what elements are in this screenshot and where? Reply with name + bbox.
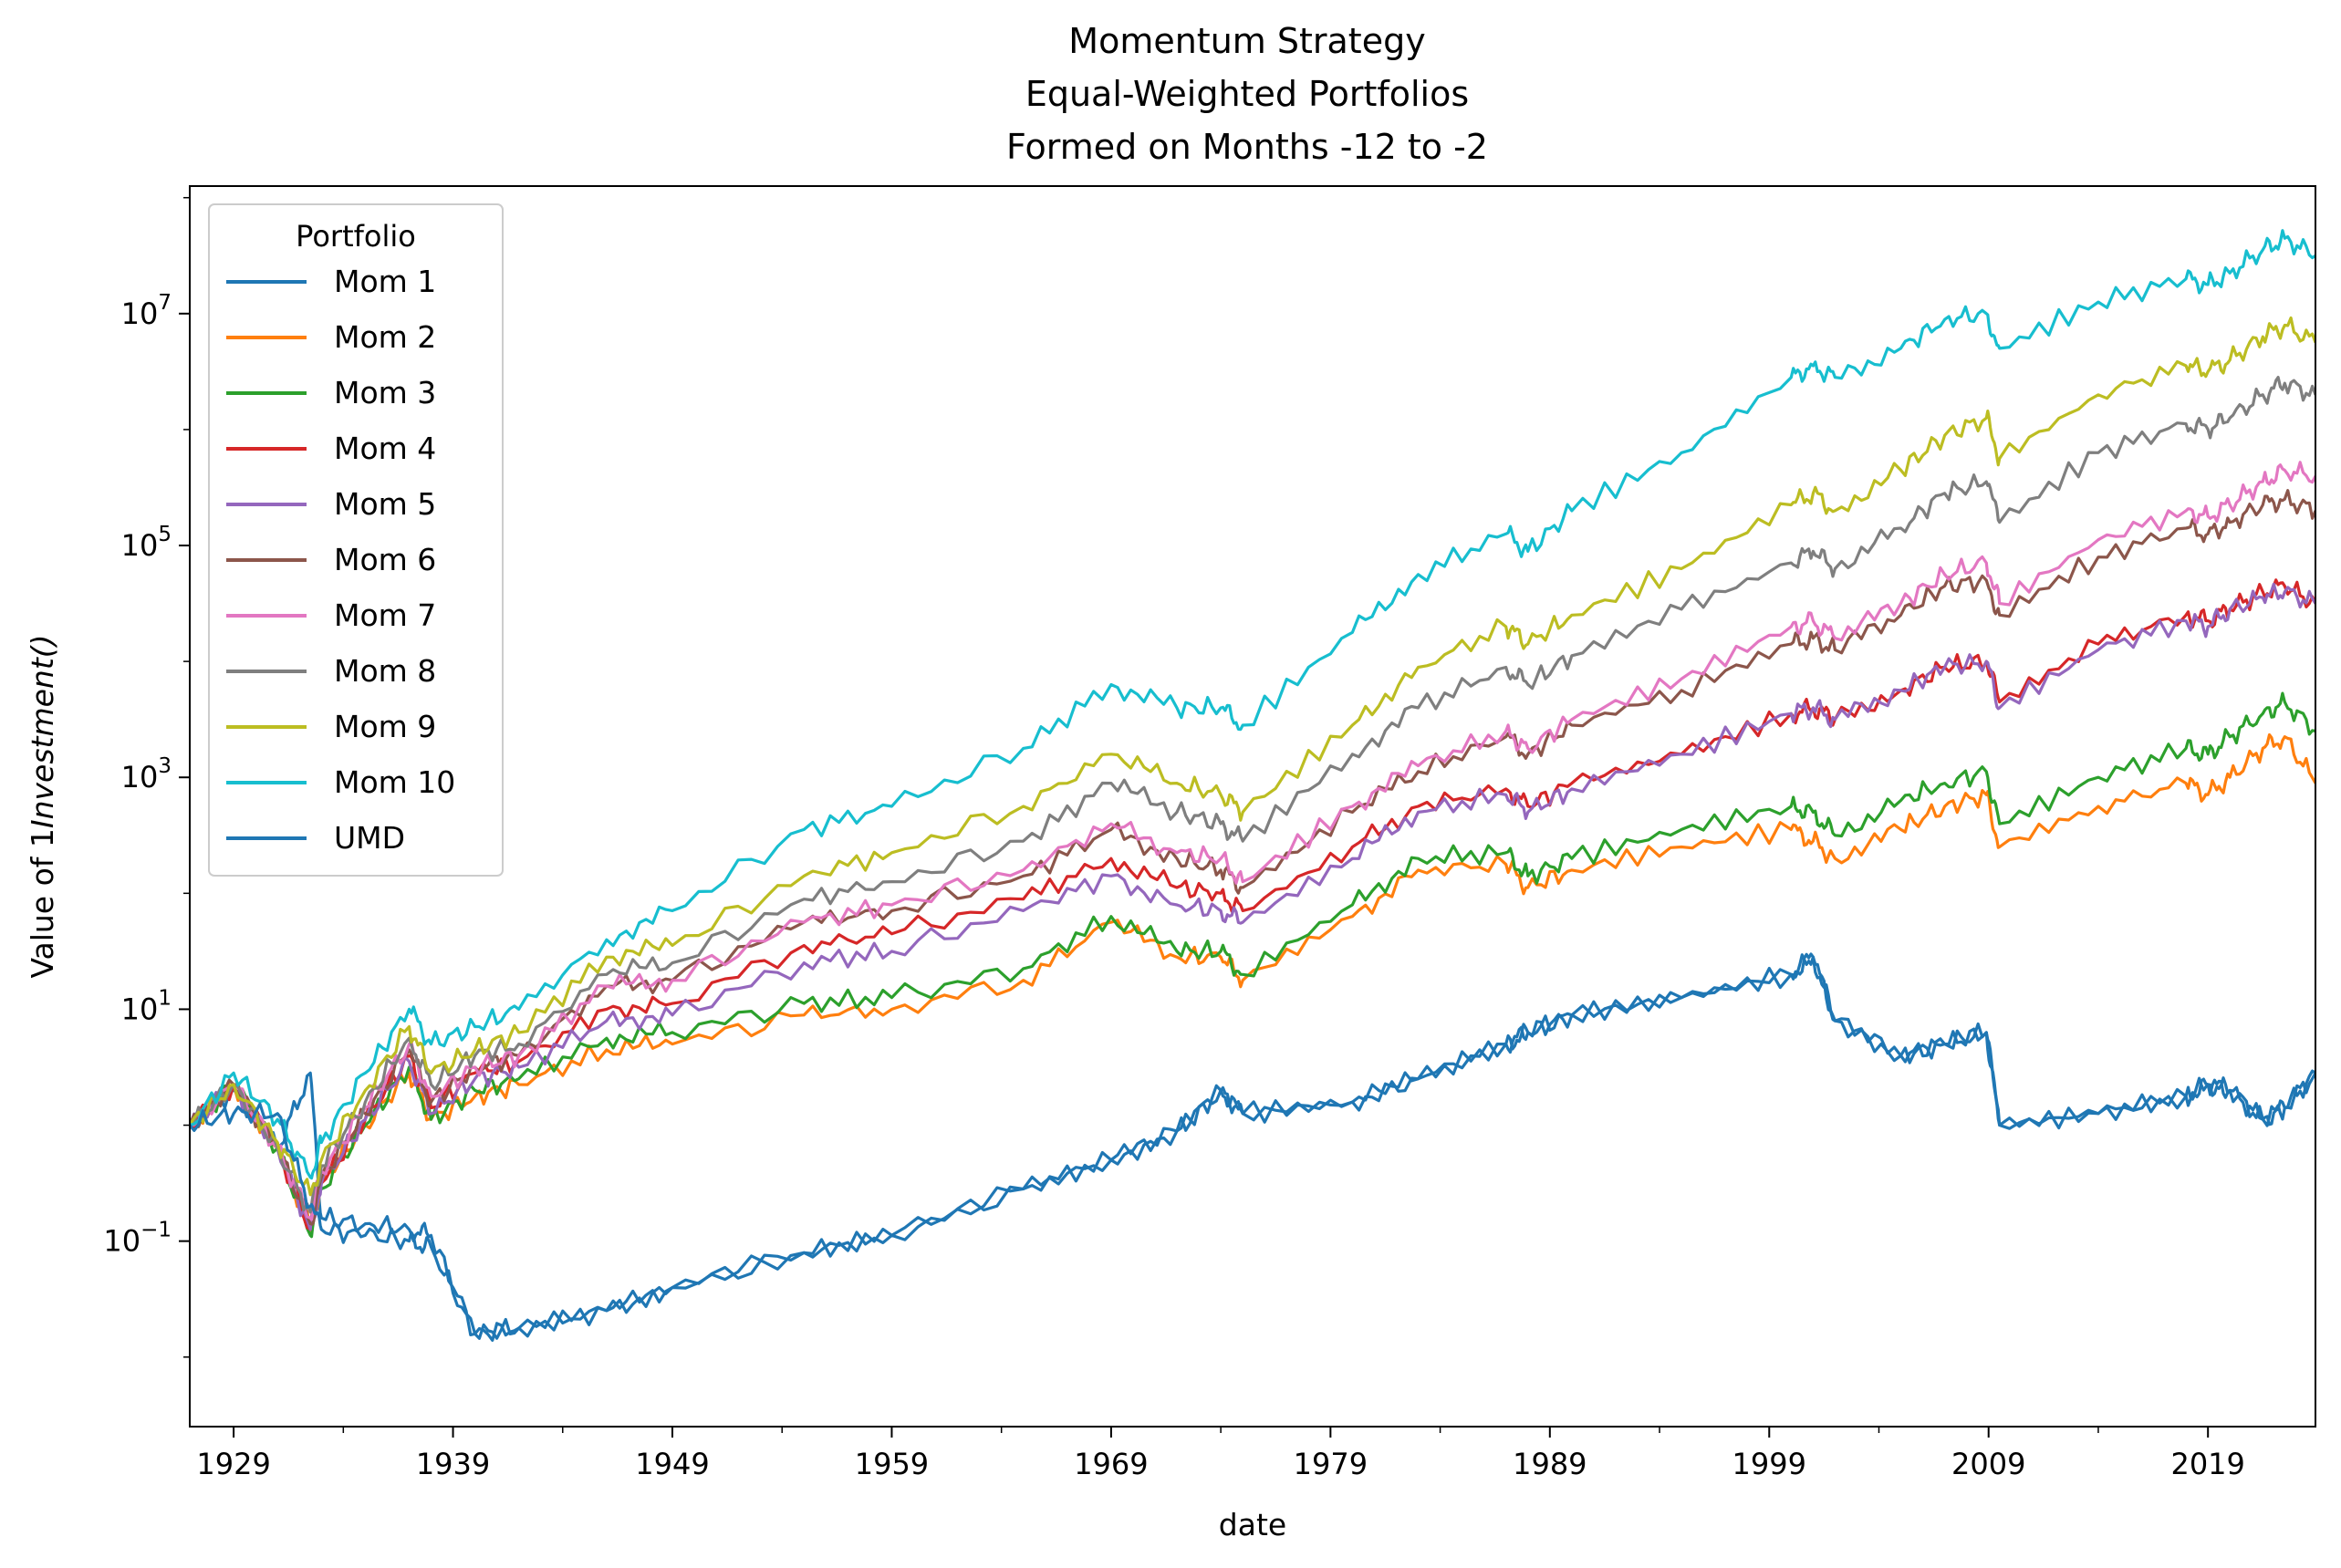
- y-tick-label: 105: [121, 523, 172, 563]
- x-tick-label: 1949: [635, 1447, 709, 1481]
- x-tick-label: 1939: [416, 1447, 490, 1481]
- chart-title-line-1: Momentum Strategy: [1068, 21, 1425, 61]
- series-line-mom-3: [190, 691, 2315, 1239]
- y-axis-label-part-2: Investment: [25, 657, 60, 828]
- y-tick-label: 101: [121, 986, 172, 1026]
- chart-title: Momentum Strategy Equal-Weighted Portfol…: [1006, 21, 1488, 167]
- x-tick-label: 1959: [855, 1447, 929, 1481]
- legend-label: Mom 5: [334, 486, 436, 522]
- series-layer: [190, 229, 2315, 1342]
- x-tick-label: 1999: [1732, 1447, 1806, 1481]
- legend-label: Mom 1: [334, 264, 436, 299]
- y-tick-label: 107: [121, 291, 172, 331]
- x-tick-label: 1989: [1513, 1447, 1587, 1481]
- legend-label: UMD: [334, 820, 405, 856]
- x-tick-label: 1969: [1074, 1447, 1148, 1481]
- chart-title-line-2: Equal-Weighted Portfolios: [1025, 74, 1469, 114]
- series-line-mom-9: [190, 316, 2315, 1197]
- chart-title-line-3: Formed on Months -12 to -2: [1006, 127, 1488, 167]
- series-line-mom-10: [190, 229, 2315, 1180]
- legend-box: [208, 203, 504, 877]
- series-line-umd: [190, 952, 2315, 1340]
- plot-frame: [189, 185, 2316, 1428]
- x-tick-label: 2009: [1951, 1447, 2025, 1481]
- legend: Portfolio Mom 1 Mom 2 Mom 3 Mom 4 Mom 5 Mom 6…: [208, 203, 504, 877]
- series-line-mom-4: [190, 578, 2315, 1231]
- x-tick-label: 1979: [1294, 1447, 1368, 1481]
- x-axis-label: date: [1219, 1507, 1286, 1542]
- x-tick-label: 1929: [196, 1447, 270, 1481]
- y-axis-label-part-3: (): [25, 634, 60, 658]
- legend-label: Mom 4: [334, 431, 436, 466]
- y-axis: 107 105 103 101 10−1: [103, 196, 190, 1358]
- y-axis-label: Value of 1Investment(): [25, 634, 60, 978]
- x-axis: 1929 1939 1949 1959 1969 1979 1989 1999 2009 2019: [196, 1427, 2245, 1481]
- series-line-mom-5: [190, 582, 2315, 1231]
- legend-label: Mom 8: [334, 653, 436, 689]
- y-tick-label: 103: [121, 754, 172, 794]
- legend-label: Mom 6: [334, 542, 436, 577]
- y-axis-label-part-1: Value of 1: [25, 828, 60, 978]
- legend-label: Mom 10: [334, 764, 455, 800]
- series-line-mom-8: [190, 376, 2315, 1214]
- legend-label: Mom 2: [334, 319, 436, 355]
- legend-label: Mom 9: [334, 709, 436, 744]
- x-tick-label: 2019: [2170, 1447, 2244, 1481]
- legend-label: Mom 7: [334, 597, 436, 633]
- series-line-mom-1: [190, 953, 2315, 1342]
- y-tick-label: 10−1: [103, 1219, 172, 1259]
- legend-title: Portfolio: [296, 219, 416, 254]
- legend-label: Mom 3: [334, 375, 436, 410]
